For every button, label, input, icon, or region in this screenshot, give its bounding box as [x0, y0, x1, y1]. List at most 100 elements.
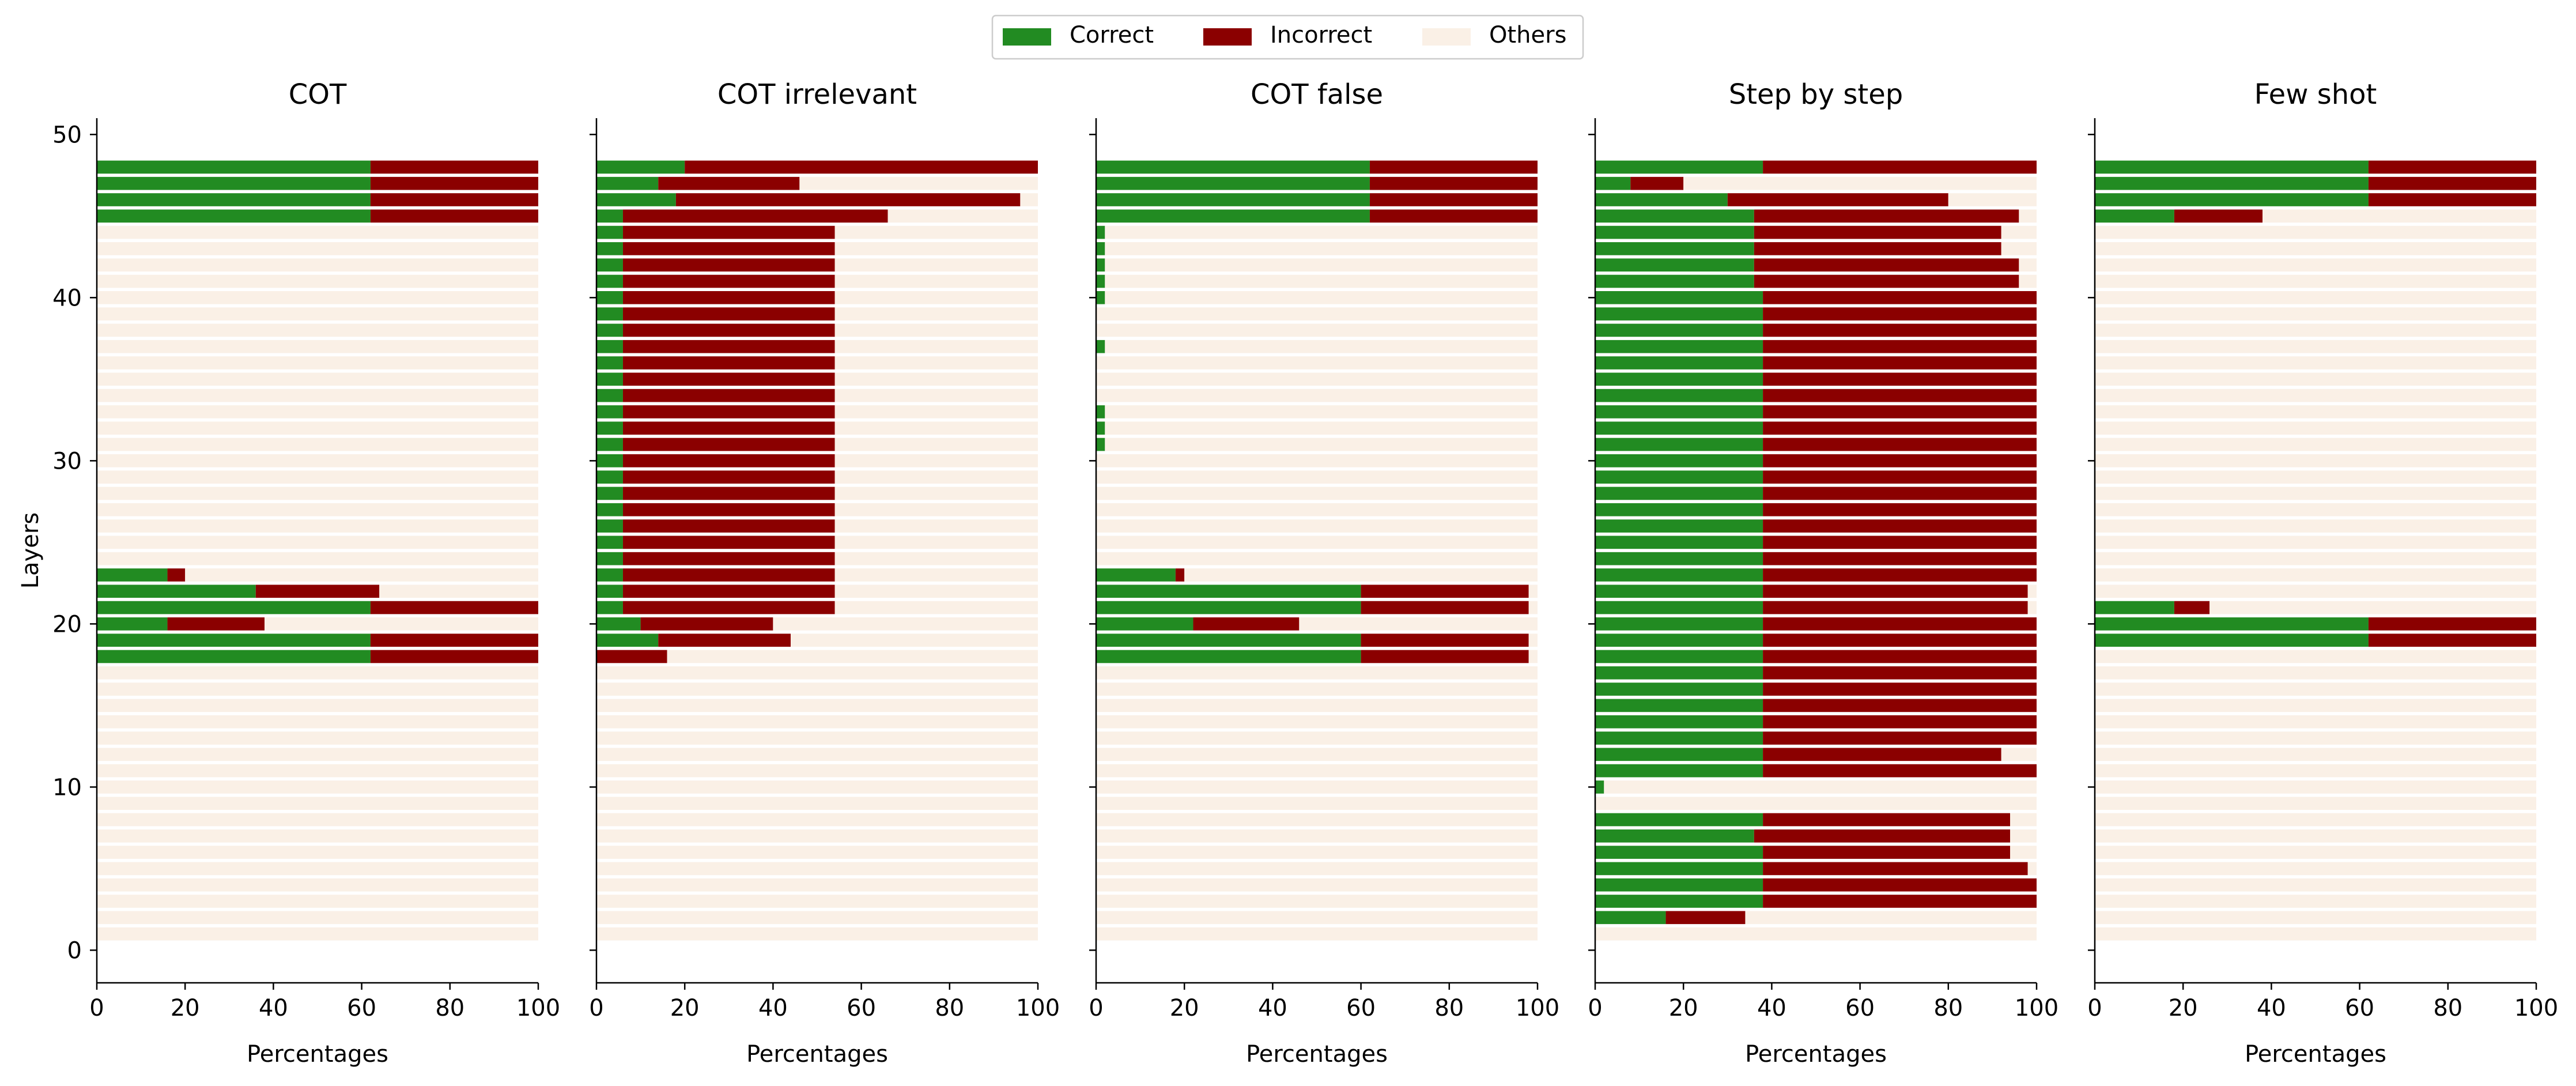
- panel-1: 0 20 40 60 80 100 0 10 20 30 40 50 COT Percentages Lay…: [17, 78, 560, 1068]
- bar-correct-layer-20: [596, 617, 641, 631]
- bar-others-layer-25: [1096, 536, 1538, 549]
- bar-correct-layer-21: [596, 601, 623, 614]
- bar-others-layer-31: [97, 438, 538, 451]
- bar-others-layer-14: [97, 715, 538, 729]
- bar-correct-layer-23: [1096, 568, 1176, 582]
- bar-correct-layer-30: [596, 454, 623, 467]
- bar-others-layer-43: [97, 242, 538, 255]
- bar-others-layer-22: [1528, 585, 1538, 598]
- legend: Correct Incorrect Others: [991, 14, 1584, 60]
- bar-others-layer-43: [834, 242, 1038, 255]
- bar-others-layer-34: [97, 389, 538, 402]
- bar-incorrect-layer-15: [1763, 699, 2037, 712]
- bar-others-layer-30: [97, 454, 538, 467]
- bar-correct-layer-36: [596, 356, 623, 369]
- panel-title: COT irrelevant: [717, 78, 917, 111]
- bar-others-layer-13: [1096, 731, 1538, 745]
- bar-others-layer-7: [596, 829, 1038, 843]
- bars: [1096, 160, 1538, 941]
- bar-others-layer-4: [97, 878, 538, 892]
- bar-correct-layer-40: [1096, 291, 1105, 304]
- bar-correct-layer-46: [2095, 193, 2369, 206]
- bar-correct-layer-45: [2095, 209, 2174, 223]
- bar-incorrect-layer-20: [640, 617, 773, 631]
- bar-others-layer-35: [2095, 372, 2536, 386]
- bar-others-layer-2: [1745, 911, 2037, 925]
- bar-others-layer-4: [2095, 878, 2536, 892]
- bar-correct-layer-13: [1595, 731, 1763, 745]
- bar-incorrect-layer-47: [370, 176, 538, 190]
- bar-others-layer-18: [1528, 650, 1538, 663]
- bar-others-layer-45: [887, 209, 1038, 223]
- bar-correct-layer-26: [1595, 519, 1763, 533]
- bar-others-layer-24: [97, 552, 538, 565]
- bar-incorrect-layer-46: [370, 193, 538, 206]
- bar-others-layer-44: [97, 225, 538, 239]
- bar-others-layer-36: [1096, 356, 1538, 369]
- x-tick-label: 40: [2257, 995, 2286, 1021]
- bar-incorrect-layer-31: [1763, 438, 2037, 451]
- bar-incorrect-layer-19: [2368, 634, 2536, 647]
- bar-incorrect-layer-37: [1763, 340, 2037, 353]
- bar-others-layer-33: [2095, 405, 2536, 418]
- bar-correct-layer-37: [1595, 340, 1763, 353]
- bar-others-layer-20: [773, 617, 1038, 631]
- bar-correct-layer-22: [1595, 585, 1763, 598]
- bar-others-layer-20: [1299, 617, 1538, 631]
- bar-incorrect-layer-33: [1763, 405, 2037, 418]
- bar-incorrect-layer-36: [622, 356, 835, 369]
- bar-correct-layer-41: [1096, 274, 1105, 288]
- bar-others-layer-41: [2019, 274, 2037, 288]
- bar-correct-layer-19: [1096, 634, 1361, 647]
- bar-others-layer-16: [2095, 682, 2536, 696]
- bar-correct-layer-32: [596, 421, 623, 435]
- bar-correct-layer-33: [1595, 405, 1763, 418]
- bar-others-layer-39: [2095, 307, 2536, 320]
- bar-incorrect-layer-40: [622, 291, 835, 304]
- bar-others-layer-1: [1096, 927, 1538, 941]
- bar-incorrect-layer-28: [622, 487, 835, 500]
- y-tick-label: 50: [52, 122, 82, 148]
- bar-others-layer-21: [834, 601, 1038, 614]
- bar-incorrect-layer-20: [167, 617, 265, 631]
- bar-others-layer-29: [2095, 470, 2536, 484]
- bar-incorrect-layer-18: [596, 650, 667, 663]
- bar-correct-layer-21: [97, 601, 371, 614]
- x-tick-label: 80: [1434, 995, 1464, 1021]
- bar-others-layer-39: [1096, 307, 1538, 320]
- bar-correct-layer-20: [2095, 617, 2369, 631]
- x-tick-label: 80: [935, 995, 964, 1021]
- bar-incorrect-layer-48: [685, 160, 1038, 174]
- bar-others-layer-6: [596, 846, 1038, 859]
- bar-others-layer-1: [596, 927, 1038, 941]
- x-axis-label: Percentages: [2245, 1041, 2386, 1068]
- bar-others-layer-22: [379, 585, 538, 598]
- bar-incorrect-layer-22: [622, 585, 835, 598]
- bar-correct-layer-44: [1096, 225, 1105, 239]
- bar-correct-layer-2: [1595, 911, 1666, 925]
- bar-correct-layer-31: [596, 438, 623, 451]
- bar-others-layer-3: [97, 895, 538, 908]
- bar-incorrect-layer-27: [1763, 503, 2037, 516]
- bar-others-layer-30: [834, 454, 1038, 467]
- bar-others-layer-44: [1105, 225, 1538, 239]
- bar-others-layer-47: [1683, 176, 2037, 190]
- bar-incorrect-layer-23: [167, 568, 186, 582]
- bar-correct-layer-42: [1595, 258, 1754, 272]
- bar-correct-layer-47: [1595, 176, 1631, 190]
- bar-others-layer-1: [2095, 927, 2536, 941]
- bar-correct-layer-26: [596, 519, 623, 533]
- bar-incorrect-layer-21: [370, 601, 538, 614]
- bar-correct-layer-45: [97, 209, 371, 223]
- bar-correct-layer-44: [596, 225, 623, 239]
- bar-others-layer-12: [97, 748, 538, 761]
- bar-correct-layer-23: [1595, 568, 1763, 582]
- bar-correct-layer-8: [1595, 813, 1763, 827]
- bar-correct-layer-34: [596, 389, 623, 402]
- bar-incorrect-layer-5: [1763, 862, 2028, 876]
- bar-incorrect-layer-12: [1763, 748, 2001, 761]
- bar-others-layer-38: [97, 323, 538, 337]
- bar-incorrect-layer-46: [2368, 193, 2536, 206]
- bar-incorrect-layer-46: [1369, 193, 1538, 206]
- bar-others-layer-9: [596, 797, 1038, 810]
